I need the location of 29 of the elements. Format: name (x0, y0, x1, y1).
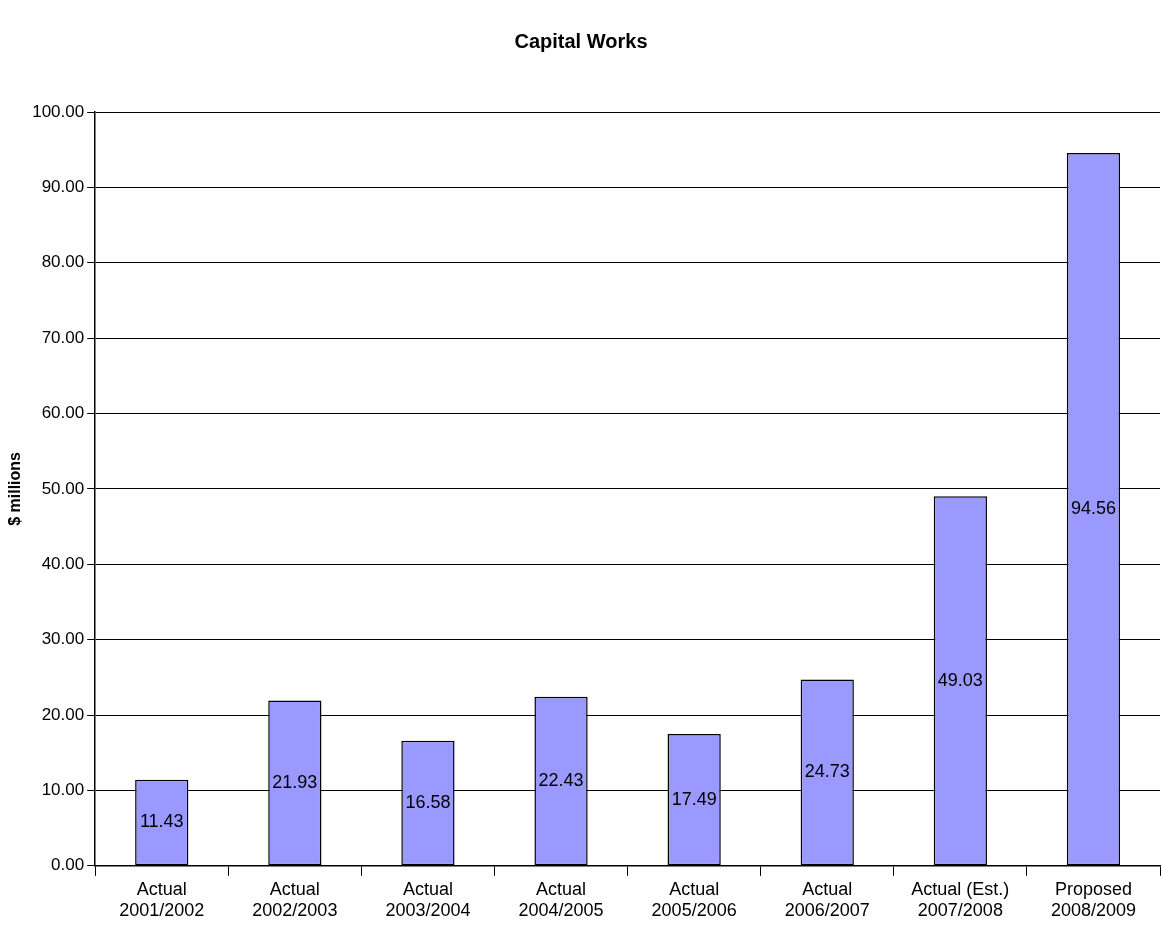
data-label: 94.56 (1070, 498, 1116, 519)
x-tick-label: Actual 2004/2005 (518, 878, 604, 921)
y-tick-label: 60.00 (41, 403, 85, 423)
y-tick-label: 100.00 (32, 101, 85, 121)
data-label: 11.43 (139, 811, 184, 832)
data-label: 21.93 (272, 771, 318, 792)
y-tick-label: 0.00 (51, 855, 85, 875)
y-tick-label: 70.00 (41, 327, 85, 347)
y-tick-label: 50.00 (41, 478, 85, 498)
y-tick-label: 90.00 (41, 177, 85, 197)
x-tick-label: Actual 2005/2006 (651, 878, 737, 921)
x-tick-label: Proposed 2008/2009 (1050, 878, 1136, 921)
y-tick-label: 40.00 (41, 553, 85, 573)
x-tick-label: Actual 2003/2004 (385, 878, 471, 921)
data-label: 17.49 (671, 788, 717, 809)
x-tick-label: Actual 2006/2007 (784, 878, 870, 921)
x-tick-label: Actual (Est.) 2007/2008 (911, 878, 1010, 921)
y-tick-label: 10.00 (41, 780, 85, 800)
x-tick-label: Actual 2002/2003 (252, 878, 338, 921)
data-label: 16.58 (405, 792, 451, 813)
data-label: 24.73 (804, 761, 850, 782)
y-tick-label: 20.00 (41, 704, 85, 724)
data-label: 22.43 (538, 769, 584, 790)
x-tick-label: Actual 2001/2002 (119, 878, 205, 921)
y-tick-label: 80.00 (41, 252, 85, 272)
y-axis-title: $ millions (6, 451, 24, 526)
data-label: 49.03 (937, 669, 983, 690)
y-tick-label: 30.00 (41, 629, 85, 649)
chart-title: Capital Works (514, 29, 648, 52)
